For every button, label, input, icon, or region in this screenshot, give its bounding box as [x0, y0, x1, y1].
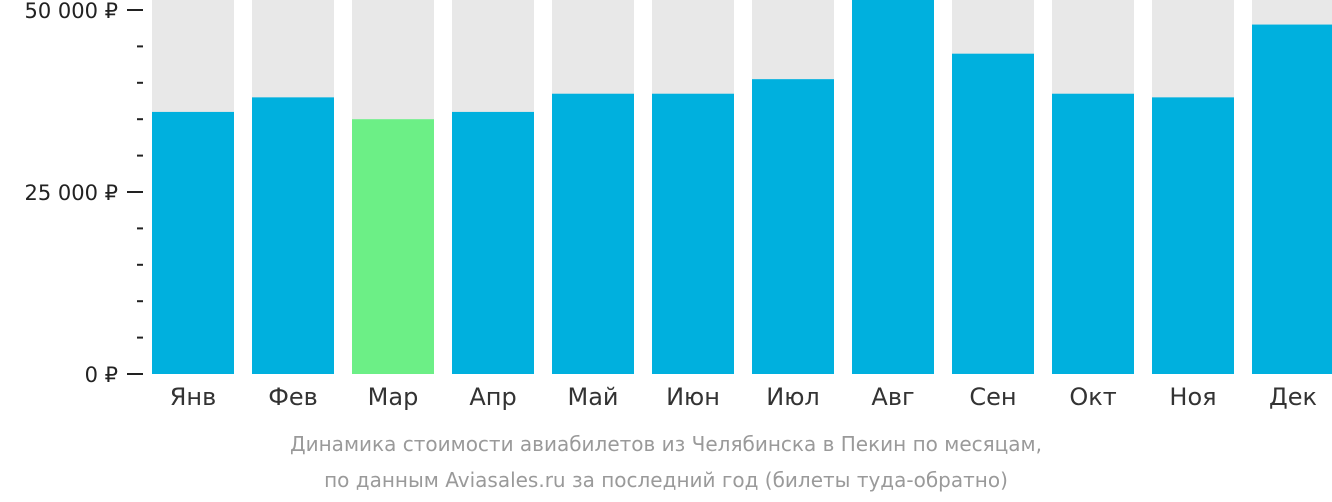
y-axis: 0 ₽ 25 000 ₽ 50 000 ₽	[24, 0, 143, 387]
bar-10	[1052, 93, 1134, 374]
y-tick-label-3: 50 000 ₽	[24, 0, 118, 23]
x-tick-label-12: Дек	[1269, 383, 1317, 411]
x-tick-label-4: Апр	[469, 383, 516, 411]
x-tick-label-10: Окт	[1069, 383, 1116, 411]
bar-2	[252, 97, 334, 375]
y-tick-label-2: 25 000 ₽	[24, 181, 118, 205]
bar-8	[852, 0, 934, 374]
x-tick-label-5: Май	[567, 383, 618, 411]
bar-9	[952, 53, 1034, 375]
x-tick-label-6: Июн	[666, 383, 720, 411]
bar-11	[1152, 97, 1234, 375]
chart-caption-line-2: по данным Aviasales.ru за последний год …	[324, 468, 1008, 492]
x-tick-label-3: Мар	[368, 383, 419, 411]
x-tick-label-11: Ноя	[1169, 383, 1216, 411]
chart-caption-line-1: Динамика стоимости авиабилетов из Челяби…	[289, 432, 1042, 456]
x-tick-label-2: Фев	[268, 383, 318, 411]
bar-12	[1252, 24, 1332, 375]
bar-5	[552, 93, 634, 374]
bar-4	[452, 111, 534, 375]
bars-group	[152, 0, 1332, 375]
x-axis: Янв Фев Мар Апр Май Июн Июл Авг Сен Окт Ноя Дек	[170, 383, 1317, 411]
x-tick-label-1: Янв	[170, 383, 217, 411]
bar-7	[752, 79, 834, 374]
bar-3	[352, 119, 434, 374]
x-tick-label-7: Июл	[766, 383, 820, 411]
bar-1	[152, 111, 234, 375]
y-tick-label-1: 0 ₽	[85, 363, 118, 387]
x-tick-label-9: Сен	[969, 383, 1016, 411]
bar-6	[652, 93, 734, 374]
x-tick-label-8: Авг	[871, 383, 914, 411]
price-chart: 0 ₽ 25 000 ₽ 50 000 ₽ Янв Фев Мар Апр Май Июн Ию…	[24, 0, 1332, 411]
